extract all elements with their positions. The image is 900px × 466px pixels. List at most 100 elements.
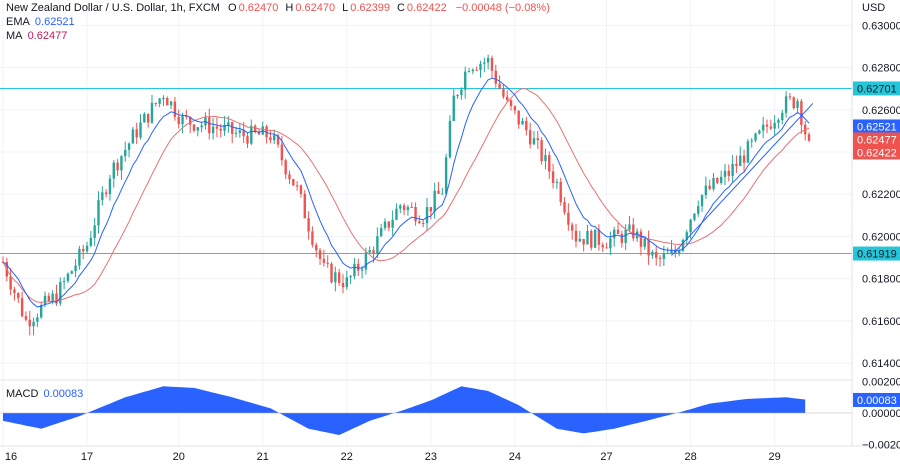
candle-body bbox=[628, 224, 631, 230]
candle-body bbox=[150, 102, 154, 123]
time-tick-label: 29 bbox=[769, 451, 781, 463]
candle-body bbox=[429, 207, 433, 212]
candle-body bbox=[78, 248, 81, 266]
candle-body bbox=[307, 218, 310, 232]
candle-body bbox=[632, 224, 635, 239]
candle-body bbox=[391, 219, 394, 228]
candle-body bbox=[368, 250, 371, 253]
ohlc-item: C 0.62422 bbox=[397, 2, 449, 14]
candle-body bbox=[681, 239, 685, 251]
candle-body bbox=[402, 205, 406, 211]
price-tag bbox=[853, 119, 900, 134]
candle-body bbox=[47, 295, 51, 301]
macd-legend[interactable]: MACD 0.00083 bbox=[6, 388, 85, 400]
macd-axis[interactable]: 0.00200 0.00000 −0.00200 bbox=[862, 377, 900, 452]
candle-body bbox=[372, 250, 375, 254]
trendline[interactable] bbox=[671, 103, 814, 256]
ema-legend[interactable]: EMA 0.62521 bbox=[6, 16, 77, 28]
candle-body bbox=[108, 178, 112, 195]
price-tick-label: 0.61400 bbox=[862, 358, 900, 370]
instrument-legend[interactable]: New Zealand Dollar / U.S. Dollar, 1h, FX… bbox=[6, 2, 556, 14]
time-axis[interactable]: 16 17 20 21 22 23 24 27 28 29 bbox=[5, 451, 781, 463]
candle-body bbox=[399, 205, 402, 209]
price-tag bbox=[853, 132, 900, 147]
candle-body bbox=[82, 248, 85, 252]
candle-body bbox=[104, 192, 108, 195]
candle-body bbox=[712, 177, 715, 189]
candle-body bbox=[242, 130, 245, 137]
candle-body bbox=[452, 95, 455, 121]
price-tick-label: 0.61600 bbox=[862, 316, 900, 328]
candlestick-series bbox=[1, 54, 811, 336]
candle-body bbox=[20, 298, 24, 317]
candle-body bbox=[330, 263, 333, 283]
candle-body bbox=[635, 231, 639, 239]
candle-body bbox=[532, 138, 536, 145]
candle-body bbox=[471, 69, 475, 72]
candle-body bbox=[704, 185, 708, 196]
candle-body bbox=[700, 195, 704, 207]
candle-body bbox=[685, 232, 688, 240]
candle-body bbox=[173, 101, 177, 117]
ohlc-label: L bbox=[342, 2, 349, 14]
ohlc-item: L 0.62399 bbox=[342, 2, 392, 14]
candle-body bbox=[777, 120, 780, 123]
candle-body bbox=[735, 163, 738, 167]
candle-body bbox=[506, 96, 509, 101]
candle-body bbox=[303, 193, 306, 219]
candle-body bbox=[697, 206, 700, 214]
candle-body bbox=[234, 132, 238, 134]
ohlc-label: H bbox=[285, 2, 294, 14]
candle-body bbox=[544, 155, 547, 162]
candle-body bbox=[24, 316, 28, 320]
candle-body bbox=[662, 253, 666, 259]
candle-body bbox=[536, 138, 539, 141]
price-tag-label: 0.61919 bbox=[857, 249, 897, 261]
macd-tag-label: 0.00083 bbox=[857, 395, 897, 407]
candle-body bbox=[383, 221, 387, 229]
candle-body bbox=[693, 213, 696, 220]
candle-body bbox=[181, 115, 184, 125]
price-tick-label: 0.62200 bbox=[862, 189, 900, 201]
ema-label: EMA bbox=[6, 16, 30, 28]
candle-body bbox=[299, 185, 303, 194]
price-axis[interactable]: 0.630000.628000.626000.624000.622000.620… bbox=[862, 20, 900, 370]
candle-body bbox=[422, 223, 425, 225]
ma-legend[interactable]: MA 0.62477 bbox=[6, 30, 69, 42]
candle-body bbox=[666, 253, 669, 255]
candle-body bbox=[475, 69, 478, 71]
macd-tick-label: −0.00200 bbox=[862, 439, 900, 451]
candle-body bbox=[59, 281, 62, 304]
price-tick-label: 0.62800 bbox=[862, 63, 900, 75]
ohlc-value: −0.00048 (−0.08%) bbox=[455, 2, 550, 14]
candle-body bbox=[620, 233, 624, 243]
candle-body bbox=[781, 112, 784, 121]
candle-body bbox=[349, 276, 352, 278]
horizontal-levels[interactable] bbox=[0, 87, 852, 255]
candle-body bbox=[624, 229, 627, 243]
candle-body bbox=[739, 155, 742, 167]
candle-body bbox=[146, 113, 150, 123]
candle-body bbox=[295, 185, 299, 187]
price-tag-label: 0.62477 bbox=[857, 134, 897, 146]
candle-body bbox=[238, 130, 242, 133]
candle-body bbox=[773, 122, 776, 129]
candle-body bbox=[464, 71, 467, 90]
candle-body bbox=[563, 201, 566, 213]
candle-body bbox=[590, 231, 593, 248]
candle-body bbox=[784, 96, 788, 113]
candle-body bbox=[597, 229, 601, 245]
candle-body bbox=[292, 179, 295, 186]
price-tag-label: 0.62422 bbox=[857, 147, 897, 159]
candle-body bbox=[437, 190, 440, 194]
candle-body bbox=[796, 101, 799, 108]
candle-body bbox=[112, 162, 115, 179]
candle-body bbox=[586, 231, 589, 245]
candle-body bbox=[360, 269, 364, 271]
candle-body bbox=[85, 245, 89, 252]
price-tag-label: 0.62521 bbox=[857, 121, 897, 133]
candle-body bbox=[418, 221, 421, 224]
candle-body bbox=[162, 98, 165, 100]
candle-body bbox=[467, 71, 471, 73]
